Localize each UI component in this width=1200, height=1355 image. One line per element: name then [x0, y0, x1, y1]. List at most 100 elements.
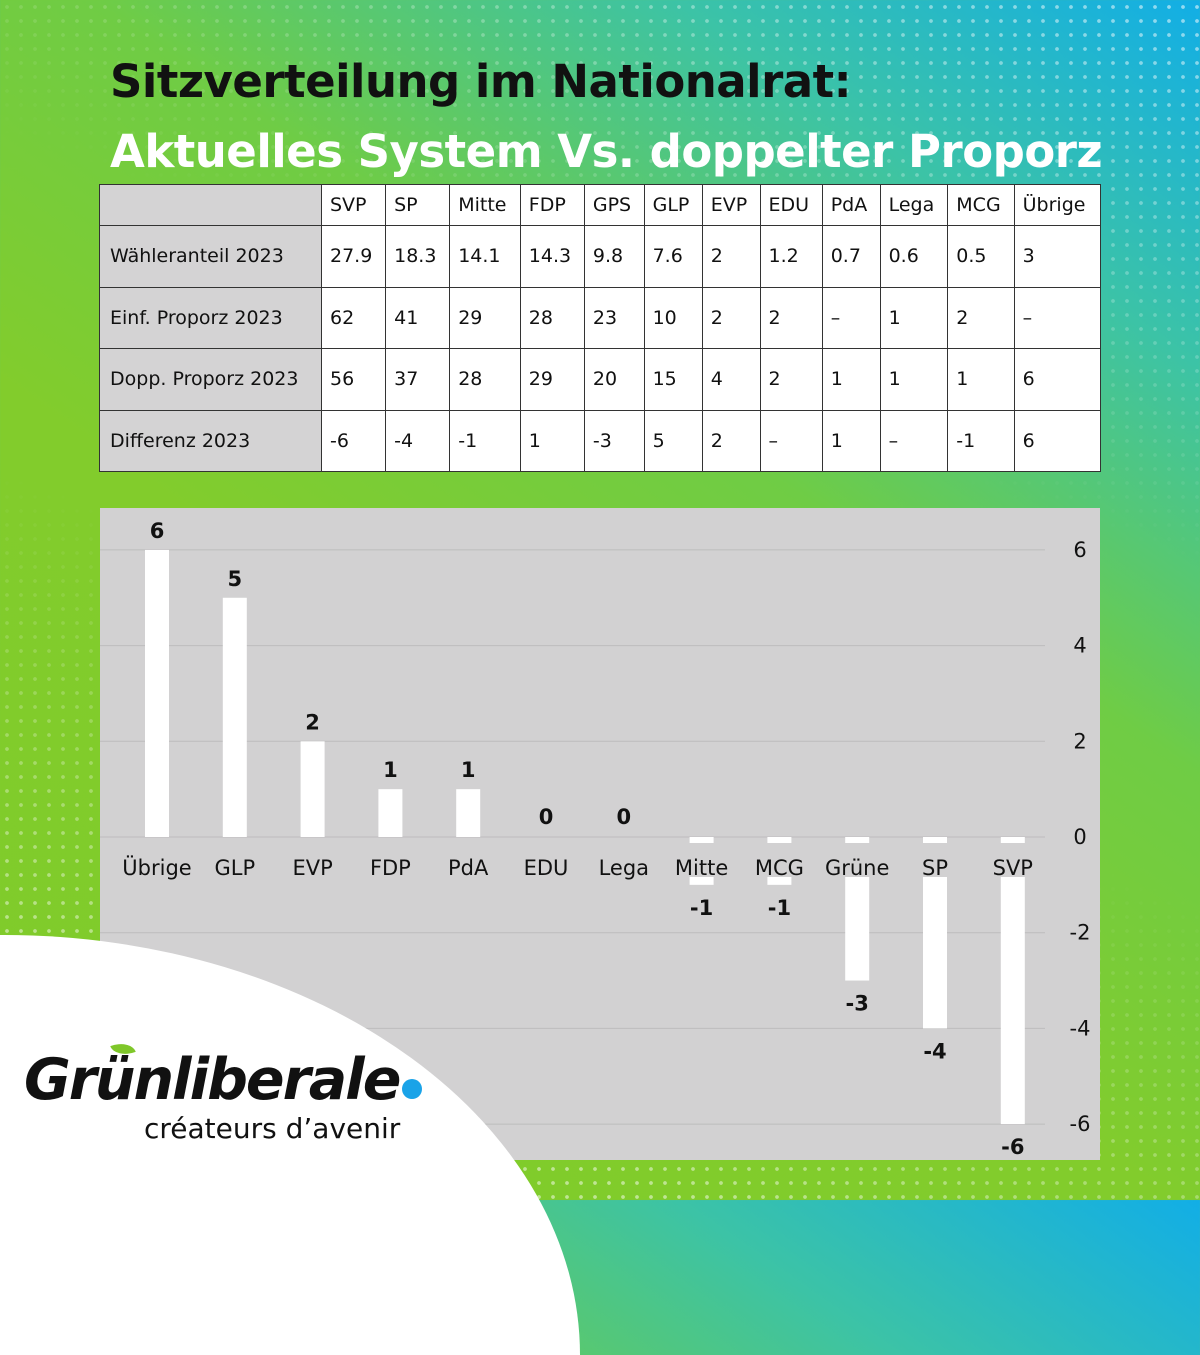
column-header: Mitte	[449, 184, 521, 226]
table-cell: -6	[320, 409, 387, 472]
column-header: FDP	[519, 184, 585, 226]
table-cell: –	[879, 409, 949, 472]
table-cell: 7.6	[643, 225, 703, 288]
column-header: EDU	[759, 184, 823, 226]
data-label: -1	[690, 896, 713, 920]
table-cell: 5	[643, 409, 703, 472]
data-label: 5	[227, 567, 242, 591]
data-label: -4	[923, 1039, 946, 1063]
table-cell: 2	[701, 286, 761, 349]
data-label: 2	[305, 710, 320, 734]
seat-distribution-table: SVP SP Mitte FDP GPS GLP EVP EDU PdA Leg…	[99, 184, 1102, 472]
y-tick-label: 6	[1073, 538, 1086, 562]
data-label: 1	[461, 758, 476, 782]
table-cell: –	[821, 286, 881, 349]
table-cell: 1	[519, 409, 585, 472]
table-cell: 1	[947, 348, 1015, 411]
bar	[300, 741, 325, 837]
table-cell: 62	[320, 286, 387, 349]
category-label: SVP	[993, 856, 1033, 880]
table-cell: 14.3	[519, 225, 585, 288]
table-cell: 27.9	[320, 225, 387, 288]
table-row: Dopp. Proporz 2023 56 37 28 29 20 15 4 2 1 1 1 6	[99, 348, 1102, 411]
category-label-backdrop	[901, 843, 969, 877]
bar	[1000, 837, 1025, 1125]
category-label-backdrop	[434, 843, 503, 877]
category-label-backdrop	[589, 843, 658, 877]
category-label: Lega	[599, 856, 649, 880]
bar	[222, 597, 247, 837]
table-cell: 2	[947, 286, 1015, 349]
row-label: Einf. Proporz 2023	[99, 286, 322, 349]
table-cell: -3	[583, 409, 645, 472]
category-label-backdrop	[356, 843, 425, 877]
table-cell: –	[759, 409, 823, 472]
table-cell: –	[1013, 286, 1102, 349]
table-cell: 1	[821, 409, 881, 472]
category-label: MCG	[755, 856, 804, 880]
table-cell: 29	[449, 286, 521, 349]
row-label: Dopp. Proporz 2023	[99, 348, 322, 411]
table-corner-cell	[99, 184, 322, 226]
logo-dot-icon	[402, 1079, 423, 1099]
table-cell: 28	[449, 348, 521, 411]
logo-tagline: créateurs d’avenir	[144, 1112, 401, 1145]
table-cell: 56	[320, 348, 387, 411]
logo: Grünliberale créateurs d’avenir	[24, 1038, 423, 1145]
category-label-backdrop	[278, 843, 347, 877]
column-header: SVP	[320, 184, 387, 226]
column-header: Lega	[879, 184, 949, 226]
column-header: Übrige	[1013, 184, 1102, 226]
table-cell: 4	[701, 348, 761, 411]
table-cell: 9.8	[583, 225, 645, 288]
data-label: 0	[616, 805, 631, 829]
data-label: -3	[846, 992, 869, 1016]
y-tick-label: 2	[1073, 729, 1086, 753]
y-tick-label: 0	[1073, 825, 1086, 849]
data-label: -1	[768, 896, 791, 920]
page-title: Sitzverteilung im Nationalrat: Aktuelles…	[110, 52, 1103, 182]
table-cell: 14.1	[449, 225, 521, 288]
category-label: Übrige	[122, 855, 191, 880]
table-cell: 10	[643, 286, 703, 349]
table-cell: -1	[449, 409, 521, 472]
y-tick-label: 4	[1073, 634, 1086, 658]
table-cell: 1	[821, 348, 881, 411]
table-cell: 37	[385, 348, 451, 411]
column-header: GPS	[583, 184, 645, 226]
table-cell: 1.2	[759, 225, 823, 288]
logo-wordmark: Grünliberale	[24, 1038, 423, 1110]
category-label-backdrop	[667, 843, 736, 877]
column-header: MCG	[947, 184, 1015, 226]
title-line-2: Aktuelles System Vs. doppelter Proporz	[110, 125, 1103, 178]
table-cell: 2	[701, 225, 761, 288]
column-header: GLP	[643, 184, 703, 226]
data-label: -6	[1001, 1135, 1024, 1159]
bar	[145, 549, 169, 837]
table-cell: 2	[701, 409, 761, 472]
table-cell: 6	[1013, 348, 1102, 411]
category-label: SP	[922, 856, 948, 880]
table-row: Differenz 2023 -6 -4 -1 1 -3 5 2–1– -1 6	[99, 409, 1102, 472]
bar	[456, 789, 481, 837]
data-label: 0	[539, 805, 554, 829]
table-cell: 20	[583, 348, 645, 411]
y-tick-label: -4	[1070, 1016, 1091, 1040]
table-cell: 3	[1013, 225, 1102, 288]
table-cell: 0.5	[947, 225, 1015, 288]
table-row: Wähleranteil 2023 27.9 18.3 14.1 14.3 9.8 7.6 2…	[99, 225, 1102, 288]
table-cell: 41	[385, 286, 451, 349]
bar-chart-svg: 6 4 2 0 -2 -4 -6 Übrige 6 GLP 5 EVP 2 FDP 1 PdA 1 EDU 0 Leg…	[100, 519, 1091, 1159]
category-label: PdA	[448, 856, 489, 880]
table-cell: 2	[759, 286, 823, 349]
table-cell: -1	[947, 409, 1015, 472]
table-cell: 1	[879, 348, 949, 411]
row-label: Wähleranteil 2023	[99, 225, 322, 288]
table-cell: 23	[583, 286, 645, 349]
table-cell: 0.7	[821, 225, 881, 288]
column-header: SP	[385, 184, 451, 226]
category-label: Grüne	[825, 856, 889, 880]
title-line-1: Sitzverteilung im Nationalrat:	[110, 55, 852, 108]
y-tick-label: -2	[1070, 921, 1091, 945]
table-header-row: SVP SP Mitte FDP GPS GLP EVP EDU PdA Leg…	[99, 184, 1102, 226]
